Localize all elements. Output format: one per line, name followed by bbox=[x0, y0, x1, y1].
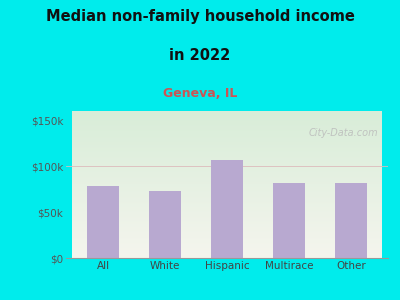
Bar bbox=[149, 191, 181, 258]
Text: in 2022: in 2022 bbox=[169, 48, 231, 63]
Text: City-Data.com: City-Data.com bbox=[309, 128, 378, 138]
Bar bbox=[211, 160, 243, 258]
Text: Median non-family household income: Median non-family household income bbox=[46, 9, 354, 24]
Text: Geneva, IL: Geneva, IL bbox=[163, 87, 237, 100]
Bar bbox=[273, 183, 305, 258]
Bar bbox=[335, 183, 367, 258]
Bar bbox=[87, 186, 119, 258]
